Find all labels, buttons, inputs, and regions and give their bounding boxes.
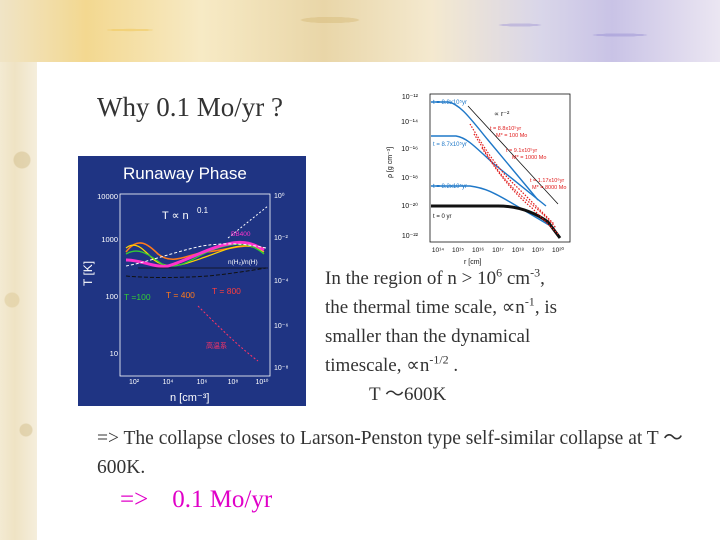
- red-profile-1: [469, 123, 555, 225]
- time-label: t = 0 yr: [433, 214, 452, 220]
- t800-label: T = 800: [212, 286, 241, 296]
- red-label: M* = 100 Mo: [496, 133, 527, 139]
- white-dashed-curve: [125, 243, 267, 267]
- result-line: => 0.1 Mo/yr: [120, 486, 272, 514]
- x-tick: 10¹⁹: [532, 247, 544, 254]
- time-label: t = 8.7x10⁵yr: [433, 141, 467, 148]
- right-tick: 10⁻⁶: [274, 323, 288, 330]
- time-label: t = 8.2x10⁵yr: [433, 183, 467, 190]
- y-tick: 10⁻²⁰: [401, 202, 418, 210]
- slope-label: ∝ r⁻²: [494, 111, 510, 118]
- magenta-curve: [125, 240, 265, 268]
- x-axis-label: r [cm]: [464, 259, 482, 266]
- x-axis-label: n [cm⁻³]: [170, 392, 209, 404]
- explanation-text: In the region of n > 106 cm-3, the therm…: [325, 264, 715, 409]
- red-label: t = 1.17x10⁶yr: [530, 177, 564, 184]
- bb400-label: BB400: [231, 231, 251, 238]
- initial-profile: [431, 204, 562, 239]
- decorative-left-strip: [0, 0, 37, 540]
- text-line: In the region of n > 106 cm-3,: [325, 265, 545, 289]
- runaway-phase-plot: 10000 1000 100 10 T [K] 10⁰ 10⁻² 10⁻⁴ 10…: [81, 192, 289, 404]
- x-tick: 10¹⁵: [452, 247, 464, 254]
- red-label: t = 9.1x10⁵yr: [506, 147, 537, 154]
- text-line: the thermal time scale, ∝n-1, is: [325, 294, 557, 318]
- x-tick: 10¹⁶: [472, 247, 484, 254]
- t400-label: T = 400: [166, 290, 195, 300]
- time-label: t = 8.8x10⁵yr: [433, 99, 467, 106]
- right-tick: 10⁰: [274, 192, 285, 200]
- density-profile-figure: 10⁻¹² 10⁻¹⁴ 10⁻¹⁶ 10⁻¹⁸ 10⁻²⁰ 10⁻²² ρ [g…: [378, 88, 574, 268]
- density-profile-plot: 10⁻¹² 10⁻¹⁴ 10⁻¹⁶ 10⁻¹⁸ 10⁻²⁰ 10⁻²² ρ [g…: [387, 93, 571, 266]
- x-tick: 10⁴: [163, 379, 174, 386]
- text-line: timescale, ∝n-1/2 .: [325, 352, 459, 376]
- relation-exponent: 0.1: [197, 206, 209, 215]
- y-tick: 10⁻²²: [402, 233, 419, 240]
- t100-label: T =100: [124, 292, 151, 302]
- t100-curve: [125, 243, 265, 267]
- x-tick: 10¹⁸: [512, 247, 524, 254]
- y-tick: 10⁻¹⁴: [401, 119, 418, 126]
- y-tick: 10⁻¹⁸: [401, 175, 418, 182]
- text-line: smaller than the dynamical: [325, 326, 531, 347]
- right-tick: 10⁻⁸: [274, 365, 288, 372]
- result-arrow: =>: [120, 486, 149, 513]
- right-tick: 10⁻⁴: [274, 278, 289, 285]
- red-profile-2: [473, 133, 557, 229]
- nh2-label: n(H₂)/n(H): [228, 259, 258, 266]
- red-label: M* = 1000 Mo: [512, 155, 546, 161]
- decorative-divider: [37, 62, 720, 66]
- x-tick: 10¹⁷: [492, 247, 504, 254]
- y-tick: 100: [105, 292, 118, 301]
- dust-curve: [197, 305, 259, 362]
- result-value: 0.1 Mo/yr: [172, 486, 273, 513]
- x-tick: 10²: [129, 379, 140, 386]
- x-tick: 10¹⁰: [256, 378, 269, 386]
- y-tick: 10⁻¹²: [402, 94, 419, 101]
- red-label: t = 8.8x10⁵yr: [490, 125, 521, 132]
- plot-frame: [119, 193, 271, 377]
- y-tick: 1000: [101, 235, 118, 244]
- dust-label: 高温系: [206, 341, 227, 350]
- x-tick: 10⁸: [228, 379, 239, 386]
- y-tick: 10: [110, 349, 118, 358]
- right-tick: 10⁻²: [274, 235, 288, 242]
- blue-profile-3: [431, 185, 555, 229]
- y-tick: 10000: [97, 192, 118, 201]
- x-tick: 10²⁰: [552, 246, 564, 254]
- red-profile-3: [481, 147, 559, 235]
- y-axis-label: ρ [g cm⁻³]: [387, 147, 394, 178]
- decorative-top-banner: [0, 0, 720, 62]
- conclusion-text: => The collapse closes to Larson-Penston…: [97, 428, 683, 478]
- slope-line: [467, 105, 559, 205]
- blue-profile-1: [431, 101, 539, 201]
- black-dashed-curve: [125, 267, 267, 278]
- red-label: M* = 8000 Mo: [532, 185, 566, 191]
- slide-title: Why 0.1 Mo/yr ?: [97, 92, 283, 122]
- relation-guide-line: [227, 205, 269, 239]
- y-axis-label: T [K]: [81, 261, 95, 286]
- x-tick: 10⁶: [197, 379, 208, 386]
- y-tick: 10⁻¹⁶: [401, 146, 418, 153]
- relation-label: T ∝ n: [162, 210, 189, 222]
- x-tick: 10¹⁴: [432, 247, 444, 254]
- runaway-phase-title: Runaway Phase: [123, 164, 247, 183]
- temperature-line: T ～600K: [369, 384, 447, 405]
- runaway-phase-figure: Runaway Phase 10000 1000 100 10 T [K] 10…: [78, 156, 306, 406]
